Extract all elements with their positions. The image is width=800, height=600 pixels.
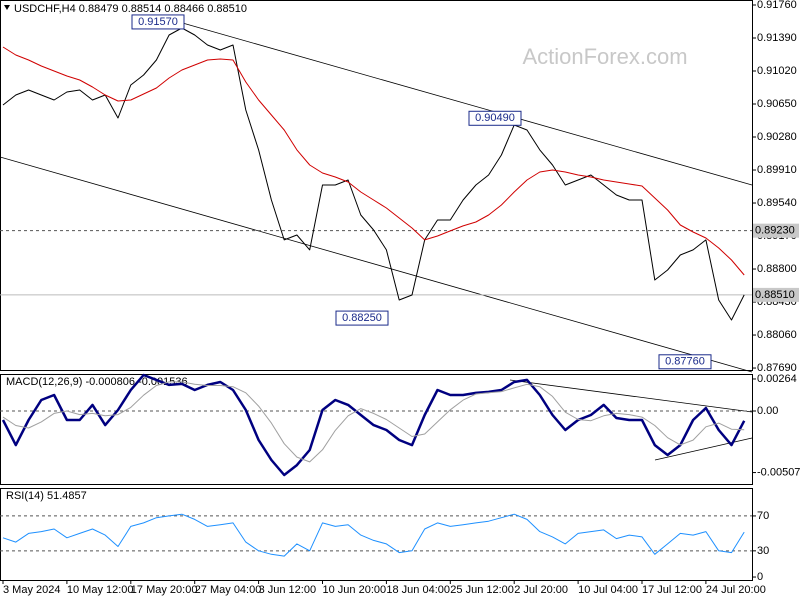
x-tick-label: 2 Jul 20:00 (514, 584, 568, 596)
level-label: 0.89230 (755, 225, 795, 237)
watermark: ActionForex.com (522, 44, 687, 69)
series-line (1, 373, 746, 477)
x-tick-label: 10 May 12:00 (67, 584, 134, 596)
annotation-box (468, 110, 522, 126)
annotation-label: 0.91570 (138, 16, 178, 28)
y-tick-label: 0.00 (757, 405, 778, 417)
x-tick-label: 24 Jul 20:00 (706, 584, 766, 596)
x-tick-label: 10 Jun 20:00 (323, 584, 387, 596)
y-tick-label: 0.88060 (757, 329, 797, 341)
y-tick-label: 0.89540 (757, 197, 797, 209)
y-tick-label: 0.90650 (757, 98, 797, 110)
header-icon (4, 5, 10, 10)
macd-trend-upper (509, 379, 753, 413)
x-tick-label: 25 Jun 12:00 (450, 584, 514, 596)
macd-trend-lower (654, 437, 753, 461)
y-tick-label: 0.89910 (757, 164, 797, 176)
annotation-label: 0.90490 (475, 112, 515, 124)
level-label-box (753, 223, 799, 238)
x-tick-label: 3 May 2024 (3, 584, 60, 596)
x-tick-label: 17 Jul 12:00 (642, 584, 702, 596)
annotation-label: 0.88250 (342, 312, 382, 324)
rsi-panel (0, 488, 753, 581)
y-tick-label: 0.91020 (757, 65, 797, 77)
x-tick-label: 27 May 04:00 (195, 584, 262, 596)
y-tick-label: 0 (757, 571, 763, 583)
series-line (2, 513, 745, 557)
series-line (2, 381, 745, 463)
annotation-box (335, 310, 389, 326)
series-line (2, 27, 745, 321)
level-label: 0.88510 (755, 289, 795, 301)
y-tick-label: 0.91760 (757, 0, 797, 11)
x-tick-label: 3 Jun 12:00 (259, 584, 317, 596)
macd-title: MACD(12,26,9) -0.000806 -0.001536 (6, 376, 188, 388)
annotation-box (131, 14, 185, 30)
y-tick-label: 70 (757, 510, 769, 522)
y-tick-label: 0.00264 (757, 373, 797, 385)
channel-upper (164, 17, 753, 186)
annotation-label: 0.87760 (665, 356, 705, 368)
x-tick-label: 18 Jun 04:00 (386, 584, 450, 596)
y-tick-label: 0.90280 (757, 131, 797, 143)
series-line (2, 46, 745, 276)
x-tick-label: 17 May 20:00 (131, 584, 198, 596)
y-tick-label: 0.87690 (757, 362, 797, 374)
rsi-title: RSI(14) 51.4857 (6, 490, 87, 502)
chart-title: USDCHF,H4 0.88479 0.88514 0.88466 0.8851… (14, 3, 247, 15)
channel-lower (0, 156, 753, 373)
annotation-box (658, 354, 712, 370)
price-panel (0, 0, 753, 371)
y-tick-label: 30 (757, 545, 769, 557)
x-tick-label: 10 Jul 04:00 (578, 584, 638, 596)
level-label-box (753, 287, 799, 302)
macd-panel (0, 374, 753, 485)
y-tick-label: 0.91390 (757, 32, 797, 44)
y-tick-label: 0.88800 (757, 263, 797, 275)
